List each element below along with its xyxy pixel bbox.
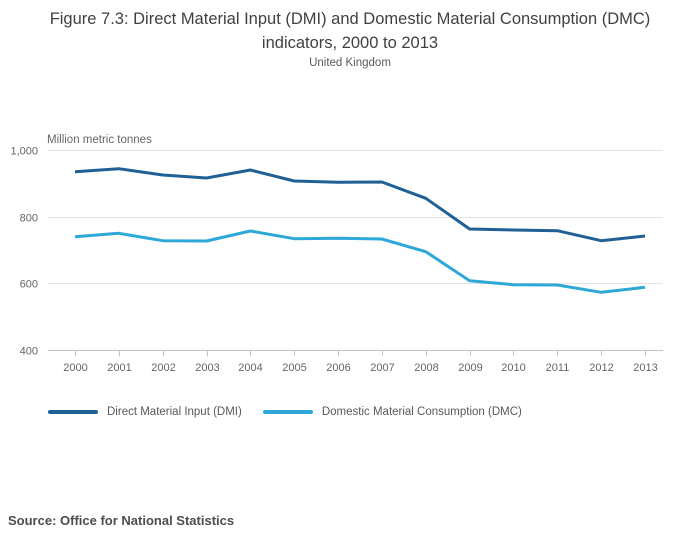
y-axis-unit-label: Million metric tonnes xyxy=(47,134,152,146)
x-tick-label: 2007 xyxy=(370,362,394,374)
legend-label-dmi: Direct Material Input (DMI) xyxy=(107,406,242,418)
x-tick-label: 2008 xyxy=(414,362,438,374)
series-line-dmi xyxy=(74,167,646,243)
y-tick-label: 400 xyxy=(20,346,38,358)
source-attribution: Source: Office for National Statistics xyxy=(8,513,235,528)
x-tick-label: 2009 xyxy=(458,362,482,374)
x-tick-label: 2002 xyxy=(151,362,175,374)
x-tick-label: 2000 xyxy=(63,362,87,374)
dmi-line-swatch-icon xyxy=(48,410,98,414)
x-tick-label: 2012 xyxy=(589,362,613,374)
x-tick-label: 2003 xyxy=(195,362,219,374)
series-line-dmc xyxy=(74,229,646,294)
x-tick-label: 2011 xyxy=(546,362,570,374)
x-tick-label: 2013 xyxy=(633,362,657,374)
x-tick-label: 2005 xyxy=(282,362,306,374)
dmc-line-swatch-icon xyxy=(262,410,313,414)
x-tick-label: 2010 xyxy=(501,362,525,374)
y-tick-label: 1,000 xyxy=(10,146,38,158)
legend-item-dmc: Domestic Material Consumption (DMC) xyxy=(262,406,522,418)
legend-label-dmc: Domestic Material Consumption (DMC) xyxy=(321,406,522,418)
chart-subtitle: United Kingdom xyxy=(309,57,391,69)
x-tick-label: 2006 xyxy=(326,362,350,374)
y-tick-label: 600 xyxy=(20,279,38,291)
y-tick-label: 800 xyxy=(20,213,38,225)
chart-title: Figure 7.3: Direct Material Input (DMI) … xyxy=(49,10,651,52)
x-tick-label: 2004 xyxy=(238,362,262,374)
x-tick-label: 2001 xyxy=(107,362,131,374)
legend-item-dmi: Direct Material Input (DMI) xyxy=(48,406,242,418)
chart-legend: Direct Material Input (DMI) Domestic Mat… xyxy=(48,406,522,418)
